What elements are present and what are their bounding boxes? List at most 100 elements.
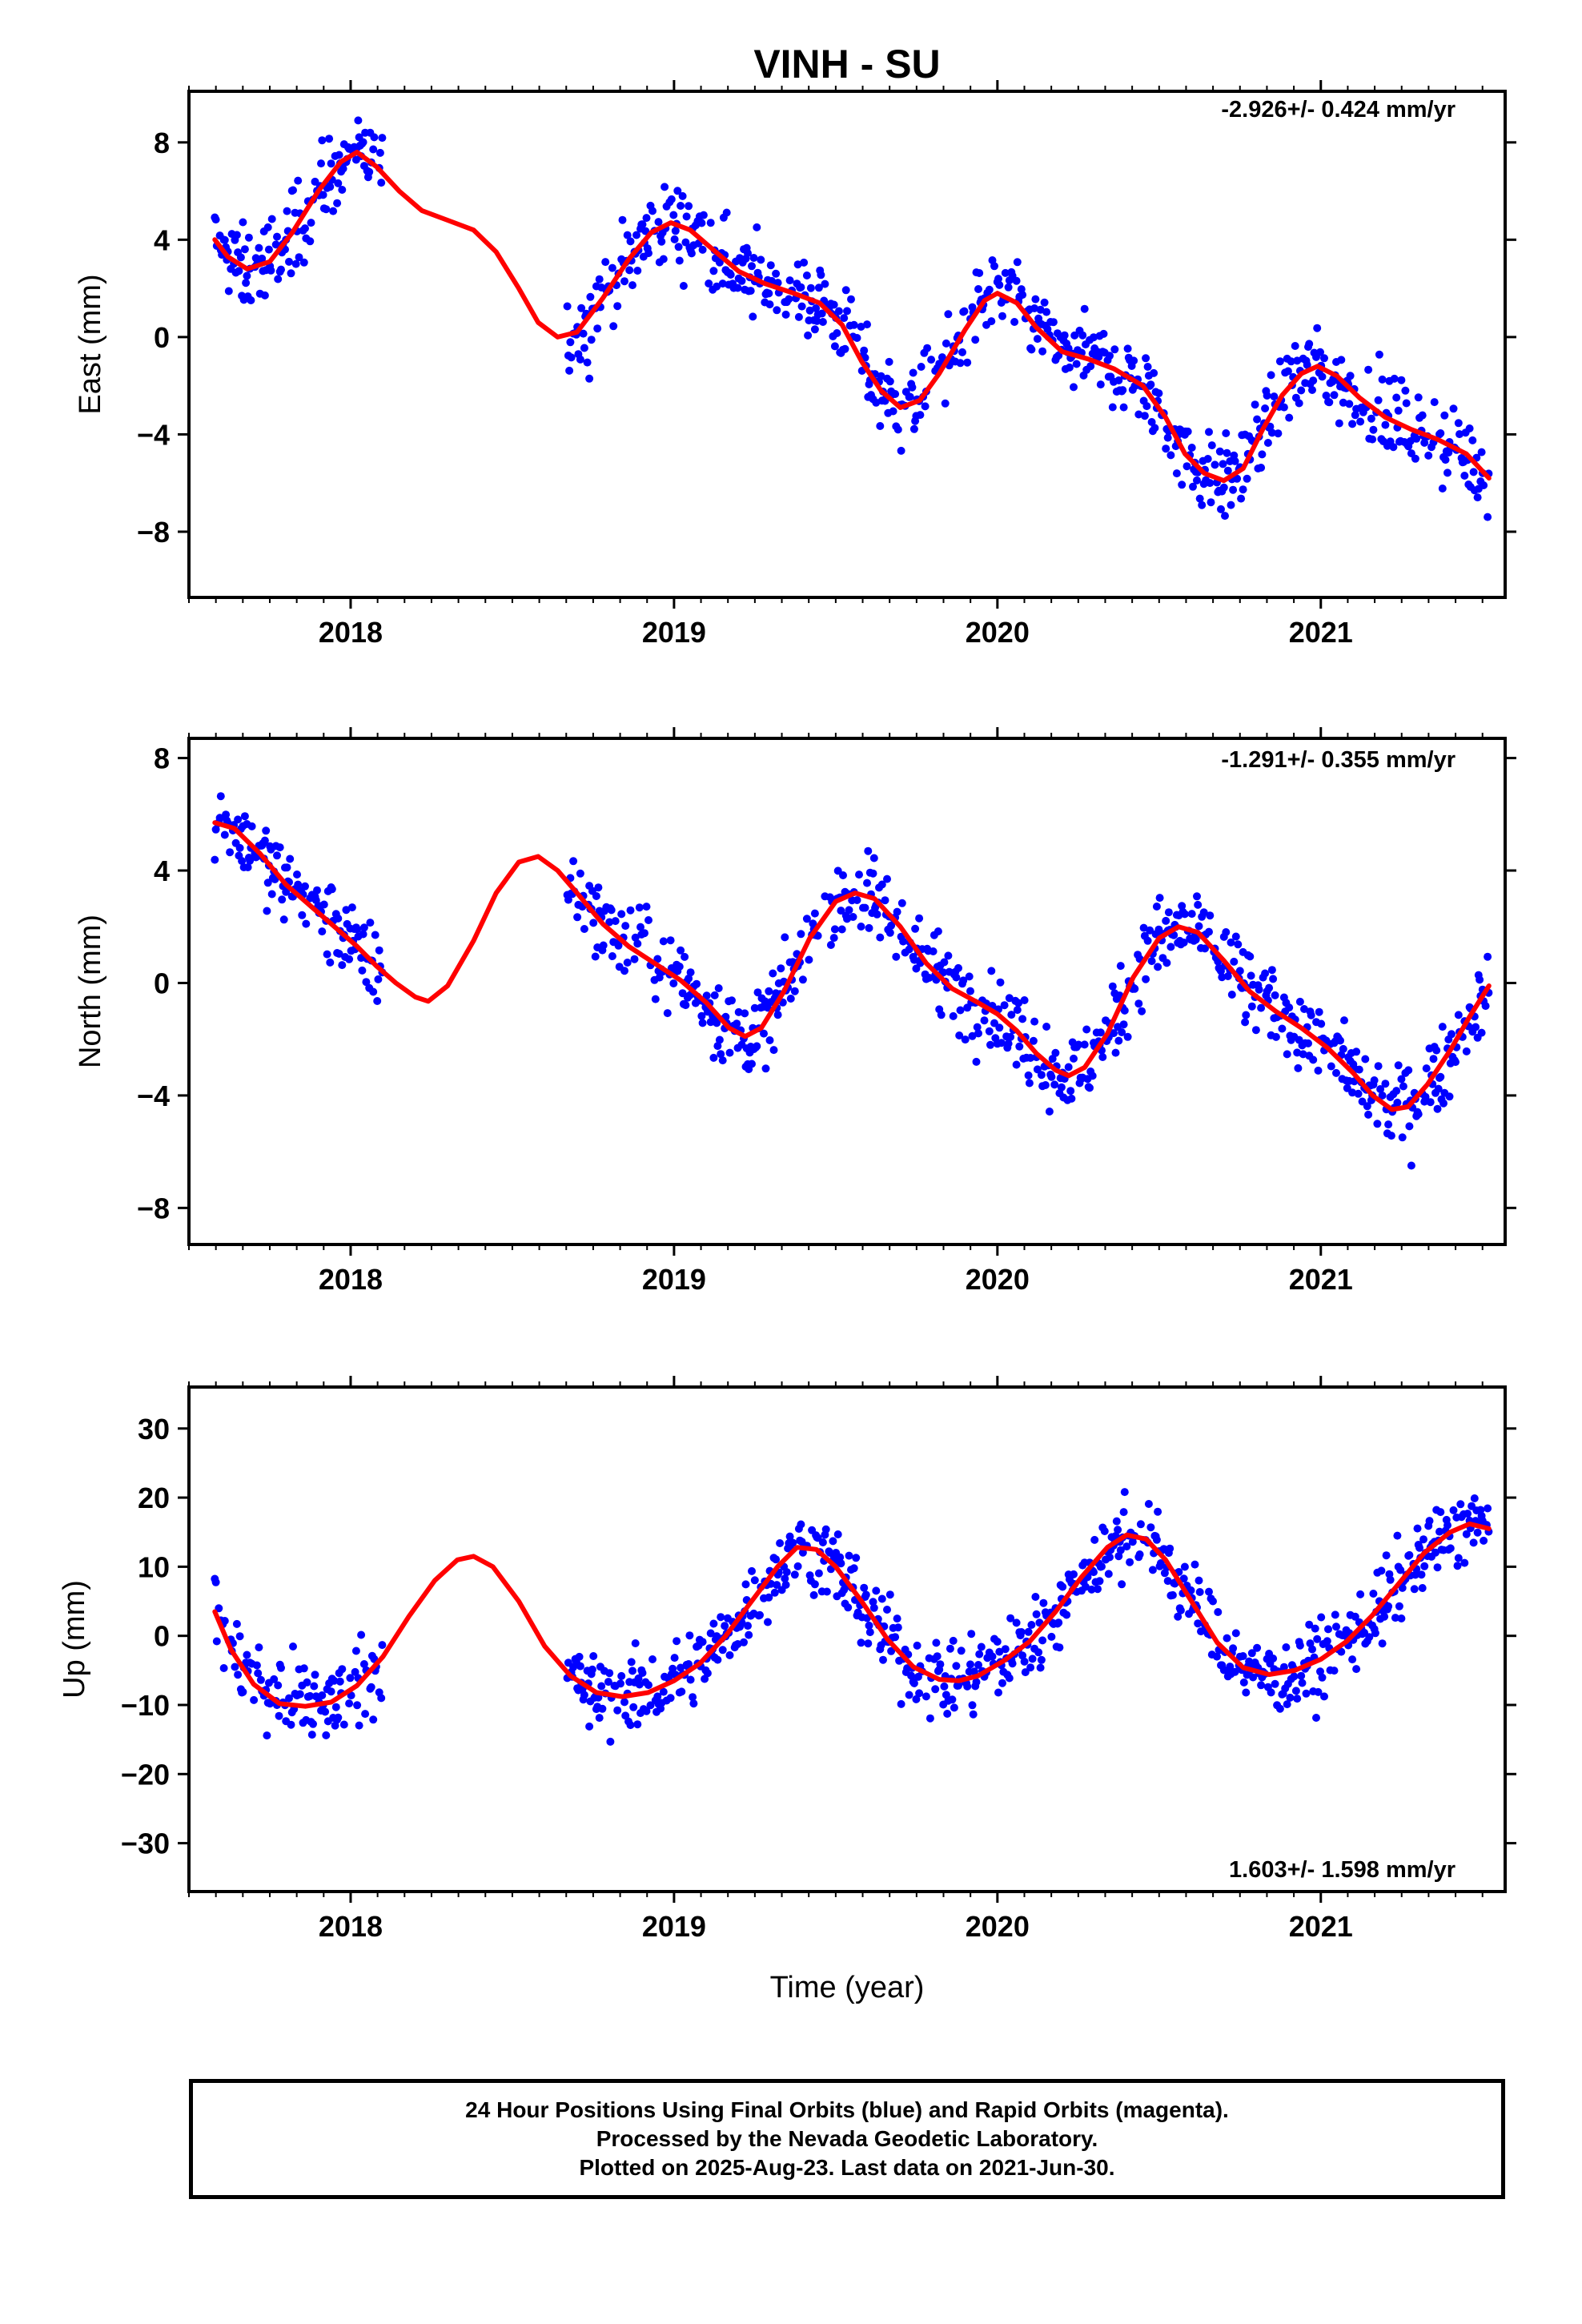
data-point <box>1295 1641 1304 1650</box>
data-point <box>961 1035 970 1044</box>
data-point <box>1460 1558 1469 1567</box>
data-point <box>810 1580 819 1589</box>
data-point <box>1425 1517 1434 1526</box>
data-point <box>1031 295 1040 304</box>
data-point <box>1430 398 1439 407</box>
data-point <box>255 243 263 252</box>
data-point <box>1207 498 1215 507</box>
data-point <box>628 281 636 290</box>
data-point <box>1119 1508 1128 1517</box>
data-point <box>975 1650 984 1659</box>
data-point <box>1348 1088 1357 1097</box>
data-point <box>1186 1586 1195 1594</box>
data-point <box>671 227 680 235</box>
data-point <box>1304 1039 1312 1047</box>
data-point <box>334 179 343 187</box>
data-point <box>1309 1055 1318 1064</box>
data-point <box>1189 482 1197 491</box>
data-point <box>291 259 300 268</box>
data-point <box>909 1679 918 1687</box>
model-curve <box>212 820 1492 1112</box>
data-point <box>817 309 826 318</box>
data-point <box>1234 940 1243 949</box>
data-point <box>220 830 229 839</box>
data-point <box>1152 1535 1161 1544</box>
data-point <box>1352 1047 1361 1056</box>
data-point <box>648 207 656 215</box>
data-point <box>673 1637 681 1646</box>
data-point <box>1257 1681 1266 1690</box>
data-point <box>845 906 853 915</box>
data-point <box>311 1671 319 1679</box>
y-tick-label: 0 <box>154 1620 170 1653</box>
data-point <box>972 1057 981 1066</box>
data-point <box>270 1675 279 1683</box>
data-point <box>852 1554 861 1562</box>
rate-label: 1.603+/- 1.598 mm/yr <box>1229 1857 1456 1883</box>
data-point <box>718 279 727 288</box>
data-point <box>597 1682 606 1691</box>
data-point <box>1397 1614 1406 1622</box>
data-point <box>802 271 811 279</box>
data-point <box>282 887 291 896</box>
data-point <box>737 276 746 285</box>
data-point <box>644 249 652 258</box>
y-tick-label: 10 <box>138 1550 170 1583</box>
data-point <box>1008 1659 1017 1668</box>
data-point <box>1049 318 1058 327</box>
data-point <box>766 261 775 270</box>
data-point <box>830 342 839 351</box>
data-point <box>912 964 921 973</box>
data-point <box>829 934 838 943</box>
data-point <box>287 1720 295 1729</box>
data-point <box>1421 1092 1430 1101</box>
data-point <box>659 255 668 263</box>
data-point <box>1007 1011 1016 1019</box>
data-point <box>749 254 758 262</box>
data-point <box>1441 456 1450 464</box>
data-point <box>1027 345 1036 354</box>
data-point <box>1080 304 1089 313</box>
data-point <box>1062 1610 1071 1619</box>
data-point <box>1144 1500 1153 1508</box>
data-point <box>1024 1071 1033 1080</box>
data-point <box>1090 333 1098 342</box>
data-point <box>629 1703 638 1711</box>
data-point <box>1443 1521 1452 1530</box>
data-point <box>335 151 343 159</box>
data-point <box>1239 1652 1247 1660</box>
data-point <box>236 253 245 262</box>
data-point <box>933 1652 942 1661</box>
data-point <box>865 1621 873 1630</box>
data-point <box>1322 392 1331 400</box>
data-point <box>1123 344 1132 353</box>
data-point <box>1484 513 1492 521</box>
data-point <box>1453 1562 1462 1570</box>
data-point <box>1313 1634 1322 1643</box>
data-point <box>278 895 287 904</box>
data-point <box>318 927 327 936</box>
data-point <box>1187 444 1196 452</box>
data-point <box>1118 386 1127 395</box>
data-point <box>1332 1068 1340 1077</box>
data-point <box>299 258 308 267</box>
data-point <box>913 1672 922 1681</box>
data-point <box>1484 1504 1492 1513</box>
data-point <box>781 1581 790 1589</box>
data-point <box>604 1678 612 1687</box>
data-point <box>1024 1627 1033 1636</box>
data-point <box>338 186 347 194</box>
data-point <box>1394 1061 1403 1070</box>
data-point <box>1036 1663 1045 1672</box>
data-point <box>899 937 908 946</box>
data-point <box>1014 999 1023 1007</box>
data-point <box>313 886 321 895</box>
data-point <box>302 919 311 928</box>
data-point <box>954 963 962 972</box>
data-point <box>1404 1066 1413 1075</box>
data-point <box>706 219 715 227</box>
data-point <box>306 237 315 246</box>
data-point <box>959 976 968 985</box>
data-point <box>1365 1633 1374 1642</box>
data-point <box>626 1721 635 1730</box>
